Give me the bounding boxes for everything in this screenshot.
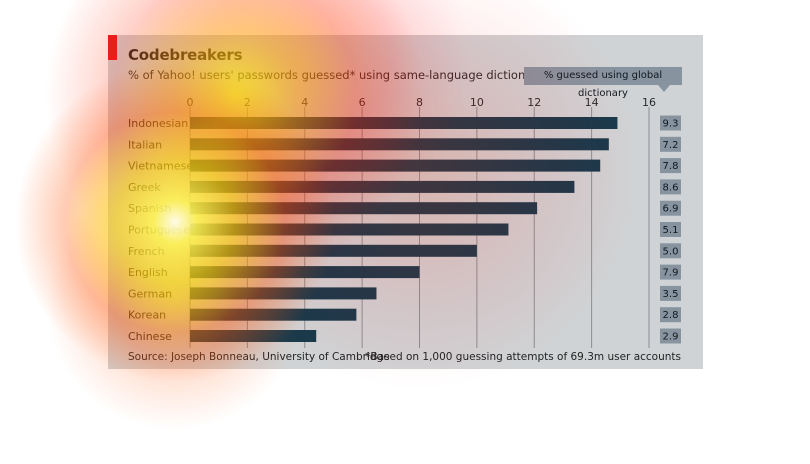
global-value-label: 2.8 bbox=[663, 310, 679, 321]
bar bbox=[190, 223, 509, 236]
category-label: Chinese bbox=[128, 330, 172, 343]
global-value-label: 7.8 bbox=[663, 161, 679, 172]
category-label: English bbox=[128, 266, 168, 279]
chart-panel: Codebreakers % of Yahoo! users' password… bbox=[108, 35, 703, 369]
bar bbox=[190, 244, 477, 257]
bar bbox=[190, 138, 609, 151]
footnote: *Based on 1,000 guessing attempts of 69.… bbox=[365, 351, 681, 363]
x-tick-label: 10 bbox=[470, 96, 484, 109]
x-tick-label: 2 bbox=[244, 96, 251, 109]
bar bbox=[190, 308, 357, 321]
bar bbox=[190, 330, 317, 342]
x-tick-label: 0 bbox=[187, 96, 194, 109]
bar bbox=[190, 117, 618, 129]
category-label: Greek bbox=[128, 181, 161, 194]
bar bbox=[190, 159, 601, 172]
category-label: Vietnamese bbox=[128, 160, 193, 173]
category-label: Indonesian bbox=[128, 117, 188, 130]
category-label: French bbox=[128, 245, 165, 258]
global-value-label: 2.9 bbox=[663, 332, 679, 343]
category-label: Italian bbox=[128, 138, 162, 151]
bar bbox=[190, 287, 377, 300]
bar bbox=[190, 180, 575, 193]
category-label: German bbox=[128, 287, 172, 300]
category-label: Spanish bbox=[128, 202, 171, 215]
global-value-label: 5.0 bbox=[663, 246, 679, 257]
x-tick-label: 8 bbox=[416, 96, 423, 109]
global-value-label: 8.6 bbox=[663, 182, 679, 193]
global-value-label: 6.9 bbox=[663, 204, 679, 215]
x-tick-label: 14 bbox=[585, 96, 599, 109]
global-value-label: 7.9 bbox=[663, 268, 679, 279]
x-tick-label: 12 bbox=[527, 96, 541, 109]
source-note: Source: Joseph Bonneau, University of Ca… bbox=[128, 351, 390, 363]
category-label: Korean bbox=[128, 309, 166, 322]
global-value-label: 7.2 bbox=[663, 140, 679, 151]
x-tick-label: 6 bbox=[359, 96, 366, 109]
global-value-label: 3.5 bbox=[663, 289, 679, 300]
global-value-label: 9.3 bbox=[663, 119, 679, 130]
bar bbox=[190, 202, 538, 215]
category-label: Portuguese bbox=[128, 224, 190, 237]
x-tick-label: 4 bbox=[301, 96, 308, 109]
bar bbox=[190, 266, 420, 279]
bar-chart-plot: 0 2 4 6 8 10 12 14 16 Indonesian 9.3 Italian 7.2 Viet… bbox=[128, 96, 681, 348]
x-tick-label: 16 bbox=[642, 96, 656, 109]
global-value-label: 5.1 bbox=[663, 225, 679, 236]
